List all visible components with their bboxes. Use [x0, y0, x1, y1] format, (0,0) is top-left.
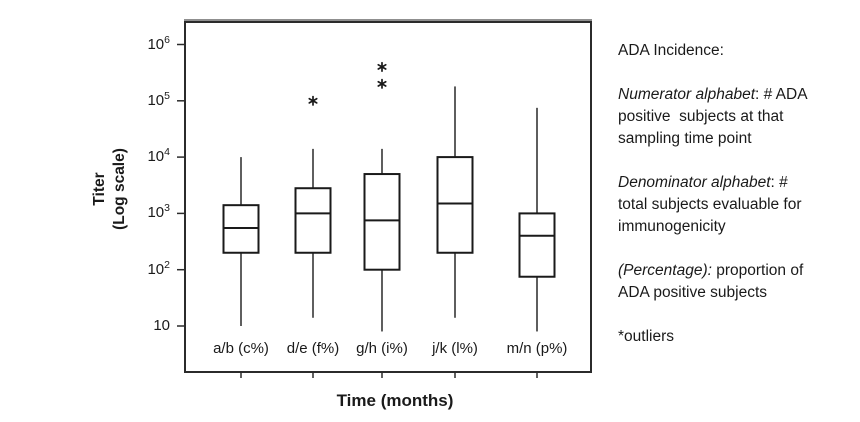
outliers-note: *outliers	[618, 328, 674, 345]
y-tick-label: 103	[147, 202, 170, 222]
x-tick-label: j/k (l%)	[431, 340, 478, 357]
legend-text-panel: ADA Incidence: Numerator alphabet: # ADA…	[618, 40, 842, 348]
outlier-marker	[377, 80, 387, 87]
boxplot-svg: a/b (c%) d/e (f%) g/h (i%) j/k (l%) m/n (p%)	[177, 43, 568, 378]
denominator-definition: Denominator alphabet: # total subjects e…	[618, 174, 802, 235]
numerator-definition: Numerator alphabet: # ADA positive subje…	[618, 86, 808, 147]
y-tick-label: 102	[147, 258, 170, 278]
y-tick-label: 106	[147, 33, 170, 53]
plot-area: a/b (c%) d/e (f%) g/h (i%) j/k (l%) m/n (p%)	[177, 21, 592, 378]
outlier-marker	[308, 97, 318, 104]
x-tick-label: a/b (c%)	[213, 340, 269, 357]
x-tick-label: d/e (f%)	[287, 340, 340, 357]
iqr-box	[518, 212, 556, 278]
x-axis-title: Time (months)	[336, 391, 454, 410]
iqr-box	[436, 156, 474, 254]
iqr-box	[363, 173, 401, 271]
y-tick-label: 10	[153, 317, 170, 334]
y-axis-title-line1: Titer	[91, 172, 108, 206]
ada-incidence-heading: ADA Incidence:	[618, 42, 724, 59]
iqr-box	[294, 187, 332, 254]
y-tick-label: 105	[147, 89, 170, 109]
x-tick-label: g/h (i%)	[356, 340, 408, 357]
y-tick-label: 104	[147, 146, 170, 166]
outlier-marker	[377, 63, 387, 70]
percentage-definition: (Percentage): proportion of ADA positive…	[618, 262, 804, 301]
x-tick-label: m/n (p%)	[507, 340, 568, 357]
